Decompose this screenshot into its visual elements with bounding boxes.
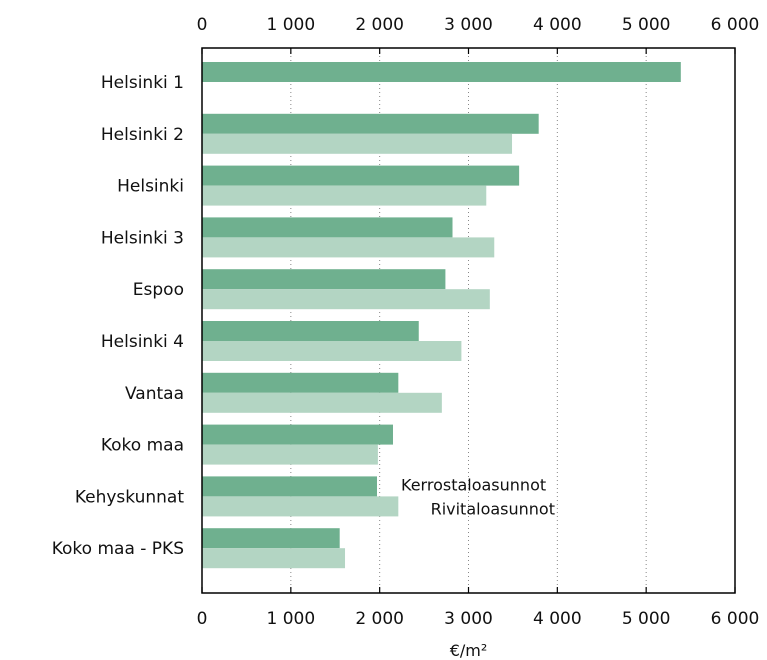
category-label: Helsinki 1: [101, 73, 184, 93]
bottom-axis: 0 1 000 2 000 3 000 4 000 5 000 6 000: [197, 587, 760, 629]
top-tick-label: 2 000: [355, 15, 404, 35]
bottom-tick-label: 4 000: [533, 609, 582, 629]
top-tick-label: 4 000: [533, 15, 582, 35]
bar-kerrostalo: [202, 269, 446, 290]
top-tick-label: 3 000: [444, 15, 493, 35]
bottom-tick-label: 2 000: [355, 609, 404, 629]
bottom-tick-label: 3 000: [444, 609, 493, 629]
bar-rivitalo: [202, 444, 378, 465]
bottom-tick-label: 5 000: [622, 609, 671, 629]
category-label: Helsinki 4: [101, 332, 184, 352]
category-labels: Helsinki 1 Helsinki 2 Helsinki Helsinki 3 Es…: [52, 73, 185, 559]
bar-kerrostalo: [202, 528, 340, 549]
top-axis: 0 1 000 2 000 3 000 4 000 5 000 6 000: [197, 15, 760, 54]
category-label: Koko maa: [101, 436, 184, 456]
bottom-tick-label: 0: [197, 609, 208, 629]
bottom-tick-label: 1 000: [266, 609, 315, 629]
bar-kerrostalo: [202, 165, 520, 186]
bar-rivitalo: [202, 185, 487, 206]
bars: [202, 62, 681, 569]
bar-rivitalo: [202, 392, 442, 413]
bar-kerrostalo: [202, 321, 419, 341]
bottom-tick-label: 6 000: [711, 609, 760, 629]
bar-kerrostalo: [202, 372, 399, 393]
category-label: Vantaa: [125, 384, 184, 404]
legend: Kerrostaloasunnot Rivitaloasunnot: [401, 475, 555, 518]
bar-rivitalo: [202, 133, 513, 154]
grid-lines: [290, 48, 647, 593]
bar-kerrostalo: [202, 217, 453, 238]
bar-rivitalo: [202, 496, 399, 517]
top-tick-label: 6 000: [711, 15, 760, 35]
legend-label-kerrostalo: Kerrostaloasunnot: [401, 475, 546, 494]
bar-rivitalo: [202, 548, 346, 569]
x-axis-title: €/m²: [450, 641, 488, 660]
bar-kerrostalo: [202, 62, 681, 82]
legend-label-rivitalo: Rivitaloasunnot: [431, 499, 555, 518]
top-tick-label: 5 000: [622, 15, 671, 35]
category-label: Helsinki: [117, 177, 184, 197]
bar-rivitalo: [202, 289, 490, 310]
category-label: Koko maa - PKS: [52, 539, 184, 559]
category-label: Espoo: [133, 280, 184, 300]
top-tick-label: 0: [197, 15, 208, 35]
bar-rivitalo: [202, 237, 495, 258]
bar-kerrostalo: [202, 113, 539, 134]
bar-rivitalo: [202, 341, 462, 361]
category-label: Helsinki 3: [101, 228, 184, 248]
bar-kerrostalo: [202, 424, 393, 445]
top-tick-label: 1 000: [266, 15, 315, 35]
bar-kerrostalo: [202, 476, 378, 497]
category-label: Kehyskunnat: [75, 487, 185, 507]
category-label: Helsinki 2: [101, 125, 184, 145]
